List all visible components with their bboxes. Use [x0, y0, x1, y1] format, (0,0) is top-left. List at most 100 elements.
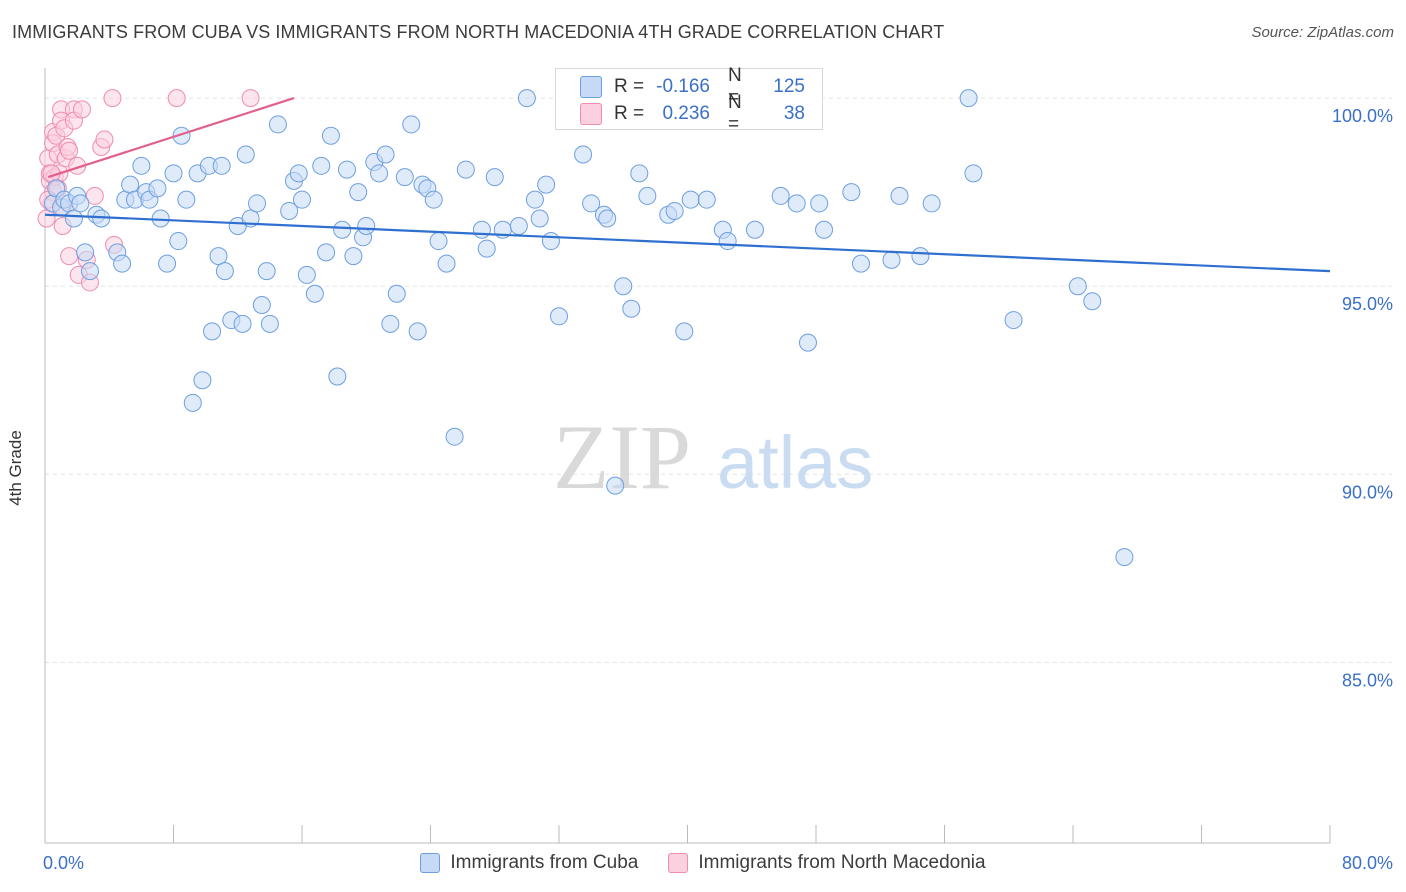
macedonia-n-value: 38 [783, 103, 805, 124]
macedonia-point [85, 186, 104, 205]
cuba-point [606, 476, 625, 495]
n-label: N = [728, 65, 742, 108]
cuba-point [477, 239, 496, 258]
cuba-point [456, 160, 475, 179]
legend-swatch-cuba [420, 853, 441, 873]
cuba-point [890, 186, 909, 205]
cuba-point [321, 126, 340, 145]
source-label: Source: ZipAtlas.com [1251, 24, 1394, 41]
cuba-point [381, 314, 400, 333]
cuba-point [485, 168, 504, 187]
macedonia-point [37, 209, 56, 228]
cuba-point [193, 371, 212, 390]
x-tick-label-min: 0.0% [43, 853, 84, 873]
cuba-point [922, 194, 941, 213]
cuba-point [630, 164, 649, 183]
cuba-point [215, 262, 234, 281]
macedonia-point [167, 89, 186, 108]
cuba-point [297, 265, 316, 284]
macedonia-point [72, 100, 91, 119]
cuba-point [681, 190, 700, 209]
cuba-point [815, 220, 834, 239]
cuba-point [402, 115, 421, 134]
cuba-point [260, 314, 279, 333]
cuba-point [333, 220, 352, 239]
tick-labels: 100.0% 95.0% 90.0% 85.0% 0.0% 80.0% [43, 106, 1393, 873]
cuba-point [349, 183, 368, 202]
cuba-point [64, 209, 83, 228]
cuba-trend-line [44, 213, 1331, 273]
cuba-point [598, 209, 617, 228]
legend-item-macedonia[interactable]: Immigrants from North Macedonia [668, 852, 986, 874]
cuba-point [911, 247, 930, 266]
legend-item-cuba[interactable]: Immigrants from Cuba [420, 852, 638, 874]
cuba-point [1004, 311, 1023, 330]
macedonia-point [103, 89, 122, 108]
macedonia-point [60, 247, 79, 266]
cuba-n-value: 125 [773, 76, 805, 97]
watermark-zip: ZIP [553, 406, 691, 508]
y-tick-label: 85.0% [1342, 670, 1393, 690]
cuba-point [622, 299, 641, 318]
macedonia-swatch [580, 103, 602, 125]
y-axis-label: 4th Grade [6, 430, 25, 506]
macedonia-point [95, 130, 114, 149]
cuba-swatch [580, 76, 602, 98]
cuba-point [517, 89, 536, 108]
cuba-point [71, 194, 90, 213]
cuba-point [268, 115, 287, 134]
cuba-point [148, 179, 167, 198]
cuba-point [959, 89, 978, 108]
cuba-point [882, 250, 901, 269]
cuba-point [312, 156, 331, 175]
cuba-point [665, 201, 684, 220]
cuba-point [248, 194, 267, 213]
legend: Immigrants from Cuba Immigrants from Nor… [0, 852, 1406, 874]
cuba-point [675, 322, 694, 341]
cuba-r-value: -0.166 [656, 76, 710, 97]
chart-title: IMMIGRANTS FROM CUBA VS IMMIGRANTS FROM … [12, 22, 945, 42]
cuba-point [293, 190, 311, 209]
gridlines [45, 97, 1392, 663]
cuba-point [121, 175, 140, 194]
stats-box: R = -0.166 N = 125 R = 0.236 N = 38 [555, 65, 823, 135]
cuba-point [236, 145, 255, 164]
cuba-point [509, 217, 528, 236]
macedonia-point [60, 141, 79, 160]
cuba-point [203, 322, 222, 341]
legend-label-macedonia: Immigrants from North Macedonia [698, 852, 986, 873]
cuba-point [964, 164, 983, 183]
cuba-point [582, 194, 601, 213]
cuba-point [638, 186, 657, 205]
cuba-point [842, 183, 861, 202]
legend-label-cuba: Immigrants from Cuba [450, 852, 639, 873]
n-label: N = [728, 92, 742, 135]
cuba-point [550, 307, 568, 326]
cuba-point [541, 232, 560, 251]
cuba-point [328, 367, 347, 386]
cuba-point [337, 160, 356, 179]
y-tick-label: 100.0% [1332, 106, 1393, 126]
cuba-point [798, 333, 817, 352]
cuba-point [718, 232, 737, 251]
cuba-point [771, 186, 790, 205]
macedonia-r-value: 0.236 [662, 103, 710, 124]
r-label: R = [614, 103, 645, 124]
cuba-point [113, 254, 132, 273]
cuba-point [1068, 277, 1087, 296]
cuba-points [44, 89, 1134, 567]
cuba-point [787, 194, 806, 213]
cuba-point [252, 296, 271, 315]
cuba-point [233, 314, 252, 333]
cuba-point [530, 209, 549, 228]
cuba-point [537, 175, 556, 194]
cuba-point [280, 201, 299, 220]
cuba-point [614, 277, 633, 296]
cuba-point [408, 322, 427, 341]
cuba-point [305, 284, 324, 303]
cuba-point [424, 190, 443, 209]
cuba-point [697, 190, 716, 209]
cuba-point [132, 156, 151, 175]
cuba-point [1083, 292, 1102, 311]
legend-swatch-macedonia [668, 853, 689, 873]
